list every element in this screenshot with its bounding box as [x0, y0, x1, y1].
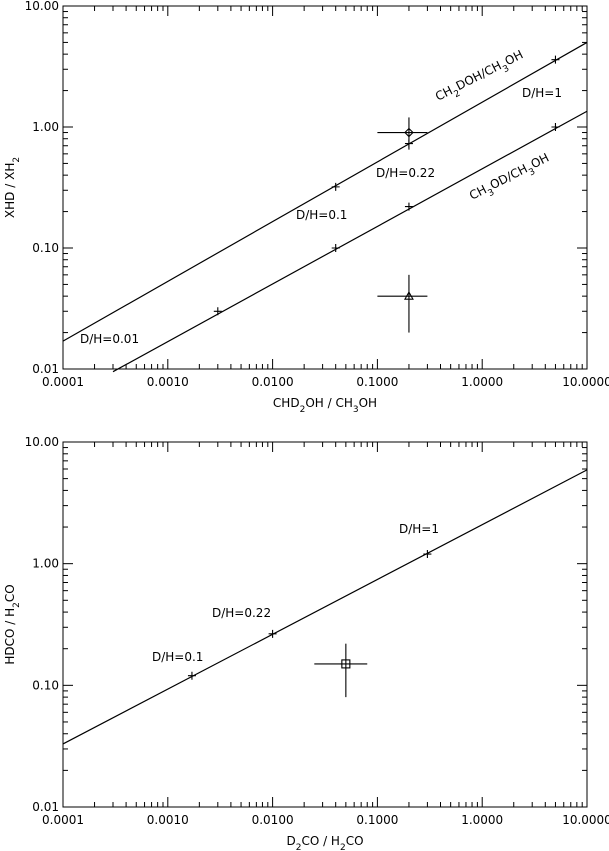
plus-marker — [331, 244, 340, 252]
y-tick-label: 0.01 — [32, 800, 59, 814]
dh-annotation: D/H=0.1 — [296, 208, 347, 222]
plus-marker — [551, 123, 560, 131]
x-tick-label: 0.1000 — [356, 375, 398, 389]
y-tick-label: 10.00 — [25, 0, 59, 13]
x-tick-label: 0.0001 — [42, 813, 84, 827]
series-line-1 — [62, 41, 588, 342]
x-tick-label: 0.0100 — [252, 813, 294, 827]
curve-label-1: CH2DOH/CH3OH — [433, 47, 528, 108]
y-tick-label: 1.00 — [32, 120, 59, 134]
plus-marker — [551, 55, 560, 64]
x-tick-label: 0.0100 — [252, 375, 294, 389]
dh-annotation: D/H=1 — [399, 522, 439, 536]
y-axis-title: HDCO / H2CO — [3, 584, 22, 664]
diamond-marker — [404, 127, 414, 138]
y-tick-label: 1.00 — [32, 557, 59, 571]
y-tick-label: 0.01 — [32, 362, 59, 376]
square-marker — [341, 659, 351, 669]
plus-marker — [423, 550, 432, 559]
plus-marker — [404, 202, 413, 211]
x-axis-title: CHD2OH / CH3OH — [273, 396, 377, 415]
dh-annotation: D/H=0.22 — [376, 166, 435, 180]
panel-2: 0.0001 0.0010 0.0100 0.1000 1.0000 10.0000 0.0… — [3, 435, 609, 851]
x-tick-label: 1.0000 — [461, 375, 503, 389]
curve-label-2: CH3OD/CH3OH — [467, 150, 554, 207]
x-tick-label: 10.0000 — [562, 813, 609, 827]
triangle-marker — [404, 291, 414, 300]
series-line-1 — [62, 469, 588, 745]
x-tick-label: 0.1000 — [356, 813, 398, 827]
plot-frame — [62, 441, 588, 808]
y-tick-label: 10.00 — [25, 435, 59, 449]
y-tick-label: 0.10 — [32, 678, 59, 692]
plus-marker — [187, 671, 196, 680]
x-tick-label: 10.0000 — [562, 375, 609, 389]
y-tick-label: 0.10 — [32, 241, 59, 255]
dh-annotation: D/H=0.1 — [152, 650, 203, 664]
y-axis-title: XHD / XH2 — [3, 157, 22, 218]
x-tick-label: 1.0000 — [461, 813, 503, 827]
x-axis-title: D2CO / H2CO — [286, 834, 363, 851]
plus-marker — [331, 182, 340, 191]
x-tick-label: 0.0001 — [42, 375, 84, 389]
plot-frame — [62, 5, 588, 370]
x-tick-label: 0.0010 — [147, 375, 189, 389]
dh-annotation: D/H=1 — [522, 86, 562, 100]
panel-1: 0.0001 0.0010 0.0100 0.1000 1.0000 10.0000 0.0… — [3, 0, 609, 415]
series-line-2 — [112, 110, 588, 373]
dh-annotation: D/H=0.01 — [80, 332, 139, 346]
x-tick-label: 0.0010 — [147, 813, 189, 827]
plus-marker — [268, 629, 277, 638]
dh-annotation: D/H=0.22 — [212, 606, 271, 620]
